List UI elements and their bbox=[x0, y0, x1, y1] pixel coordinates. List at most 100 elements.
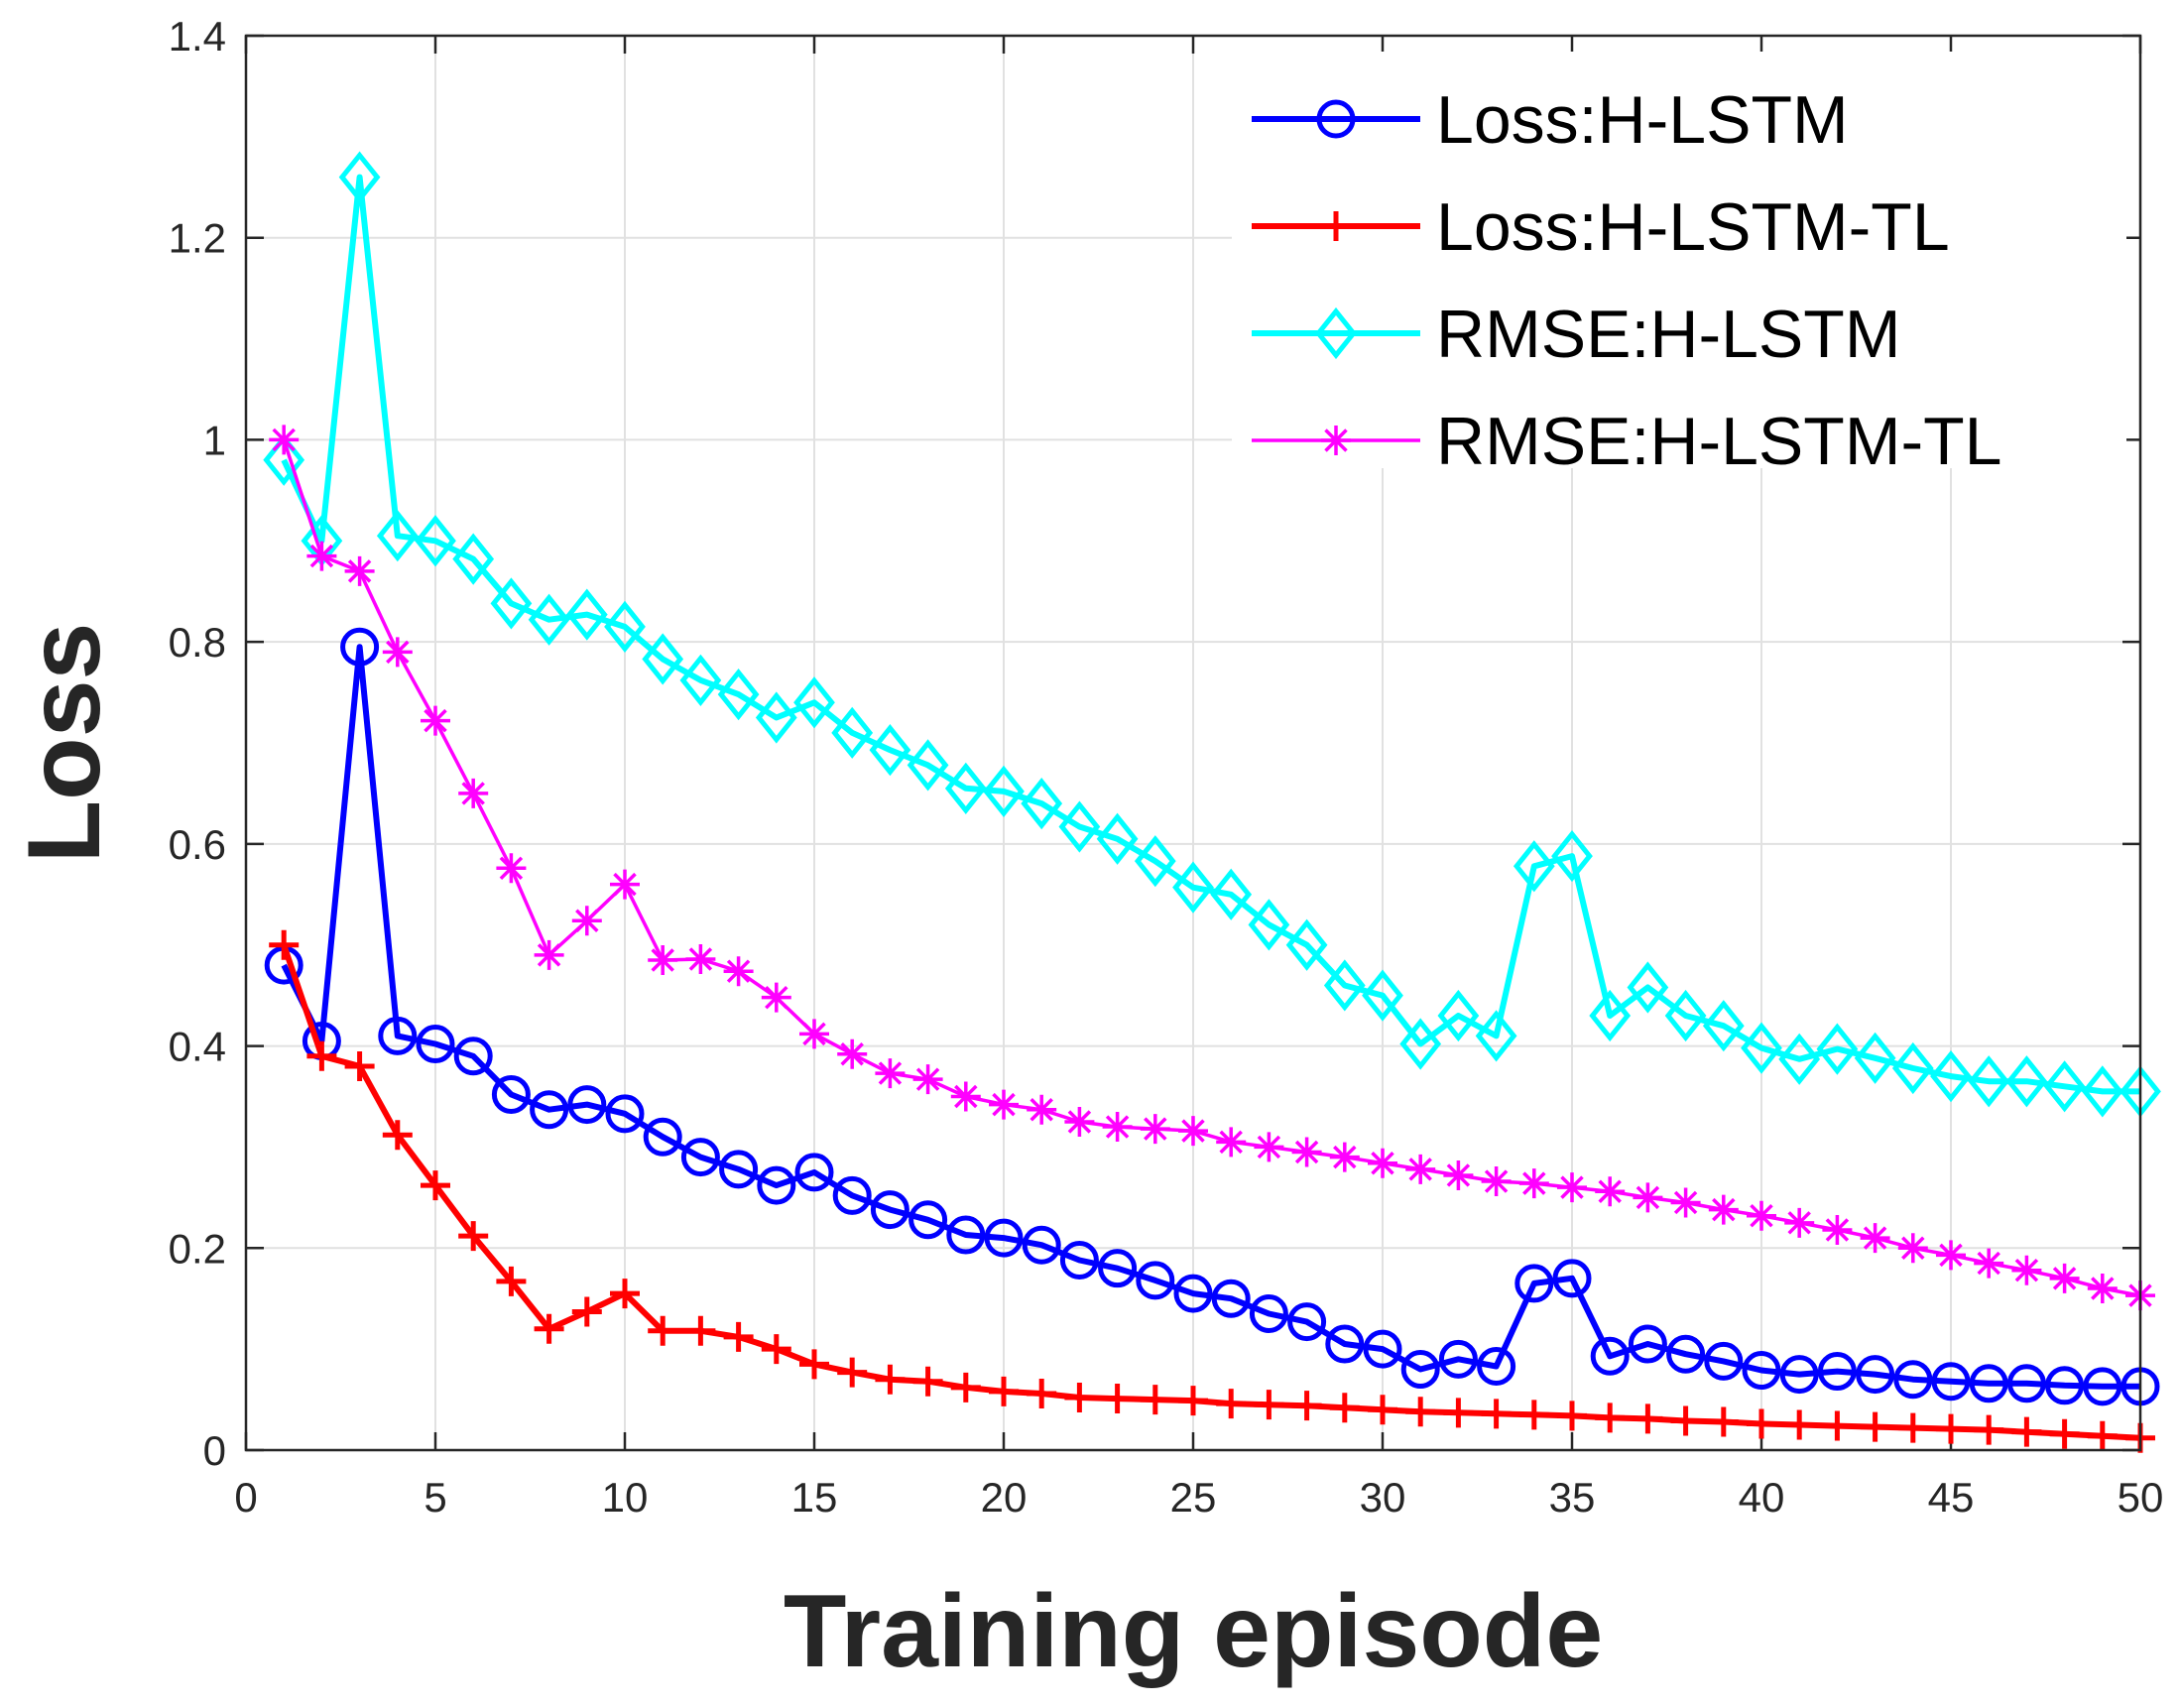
data-point bbox=[1064, 1383, 1095, 1413]
legend-marker bbox=[1321, 426, 1351, 455]
data-point bbox=[1822, 1410, 1853, 1441]
data-point bbox=[1897, 1233, 1928, 1264]
data-point bbox=[907, 739, 949, 792]
x-tick-label: 30 bbox=[1360, 1474, 1406, 1521]
data-point bbox=[1363, 1329, 1402, 1369]
data-point bbox=[382, 637, 413, 668]
data-point bbox=[1816, 1023, 1859, 1075]
data-point bbox=[2049, 1263, 2080, 1293]
data-point bbox=[870, 1190, 909, 1230]
y-tick-label: 0.2 bbox=[169, 1225, 226, 1272]
data-point bbox=[571, 1296, 602, 1327]
data-point bbox=[755, 691, 797, 744]
data-point bbox=[648, 1315, 678, 1346]
x-tick-label: 50 bbox=[2118, 1474, 2164, 1521]
data-point bbox=[2006, 1364, 2046, 1403]
data-point bbox=[1936, 1240, 1966, 1271]
data-point bbox=[1633, 1182, 1663, 1213]
legend-item: Loss:H-LSTM-TL bbox=[1252, 189, 1950, 265]
data-point bbox=[1291, 1137, 1322, 1167]
y-tick-label: 1.4 bbox=[169, 13, 226, 60]
data-point bbox=[1368, 1395, 1397, 1425]
data-point bbox=[1557, 1172, 1587, 1203]
data-point bbox=[306, 1040, 337, 1071]
data-point bbox=[1285, 918, 1328, 971]
data-point bbox=[1784, 1207, 1815, 1238]
data-point bbox=[723, 1321, 754, 1352]
data-point bbox=[1633, 1403, 1663, 1434]
data-point bbox=[1021, 778, 1063, 830]
data-point bbox=[567, 1085, 607, 1125]
y-tick-label: 1.2 bbox=[169, 215, 226, 262]
data-point bbox=[1893, 1360, 1933, 1400]
data-point bbox=[1552, 1259, 1592, 1298]
data-point bbox=[837, 1038, 868, 1069]
data-point bbox=[604, 600, 646, 653]
data-point bbox=[534, 1313, 564, 1344]
data-point bbox=[946, 1215, 986, 1255]
data-point bbox=[458, 778, 489, 808]
data-point bbox=[2011, 1416, 2042, 1447]
data-point bbox=[1974, 1414, 2004, 1445]
data-point bbox=[491, 1074, 531, 1114]
series-loss-h-lstm bbox=[264, 627, 2160, 1406]
data-point bbox=[1670, 1405, 1701, 1436]
data-point bbox=[1708, 1406, 1739, 1437]
data-point bbox=[723, 956, 754, 987]
data-point bbox=[831, 706, 874, 759]
data-point bbox=[1822, 1214, 1853, 1245]
data-point bbox=[869, 724, 911, 777]
y-tick-label: 1 bbox=[203, 417, 226, 463]
data-point bbox=[1098, 1249, 1138, 1288]
x-tick-label: 5 bbox=[424, 1474, 446, 1521]
data-point bbox=[1254, 1132, 1284, 1162]
data-point bbox=[2081, 1065, 2123, 1118]
data-point bbox=[1329, 1393, 1360, 1423]
data-point bbox=[1936, 1413, 1966, 1444]
data-point bbox=[944, 762, 987, 814]
data-point bbox=[1438, 1339, 1478, 1379]
x-tick-label: 10 bbox=[602, 1474, 649, 1521]
series-rmse-h-lstm-tl bbox=[269, 425, 2155, 1311]
data-point bbox=[1437, 989, 1480, 1042]
x-tick-label: 25 bbox=[1170, 1474, 1217, 1521]
data-point bbox=[1254, 1390, 1284, 1420]
data-point bbox=[757, 1165, 796, 1205]
data-point bbox=[680, 1138, 720, 1177]
data-point bbox=[1860, 1223, 1890, 1254]
data-point bbox=[1518, 1168, 1549, 1199]
data-point bbox=[269, 425, 300, 455]
data-point bbox=[761, 1334, 791, 1365]
data-point bbox=[344, 555, 375, 586]
data-point bbox=[1140, 1114, 1170, 1145]
data-point bbox=[1022, 1225, 1061, 1265]
data-point bbox=[1784, 1409, 1815, 1440]
x-tick-label: 35 bbox=[1549, 1474, 1596, 1521]
data-point bbox=[1930, 1050, 1972, 1103]
data-point bbox=[950, 1372, 981, 1403]
x-tick-label: 15 bbox=[791, 1474, 838, 1521]
legend-marker bbox=[1315, 306, 1357, 360]
data-point bbox=[1443, 1398, 1474, 1428]
data-point bbox=[269, 929, 300, 960]
data-point bbox=[376, 510, 419, 562]
data-point bbox=[1747, 1200, 1776, 1231]
data-point bbox=[1854, 1032, 1896, 1084]
data-point bbox=[1931, 1362, 1971, 1402]
data-point bbox=[984, 1218, 1024, 1258]
data-point bbox=[565, 588, 608, 641]
data-point bbox=[2049, 1418, 2080, 1449]
data-point bbox=[1134, 835, 1176, 888]
legend-label: Loss:H-LSTM-TL bbox=[1436, 189, 1950, 265]
data-point bbox=[799, 1349, 829, 1380]
data-point bbox=[610, 869, 640, 900]
data-point bbox=[648, 944, 678, 975]
data-point bbox=[1742, 1351, 1781, 1391]
data-point bbox=[496, 853, 527, 884]
data-point bbox=[530, 1090, 569, 1130]
data-point bbox=[1897, 1412, 1928, 1443]
data-point bbox=[2011, 1255, 2042, 1285]
legend-label: RMSE:H-LSTM-TL bbox=[1436, 404, 2001, 479]
data-point bbox=[989, 1089, 1019, 1120]
